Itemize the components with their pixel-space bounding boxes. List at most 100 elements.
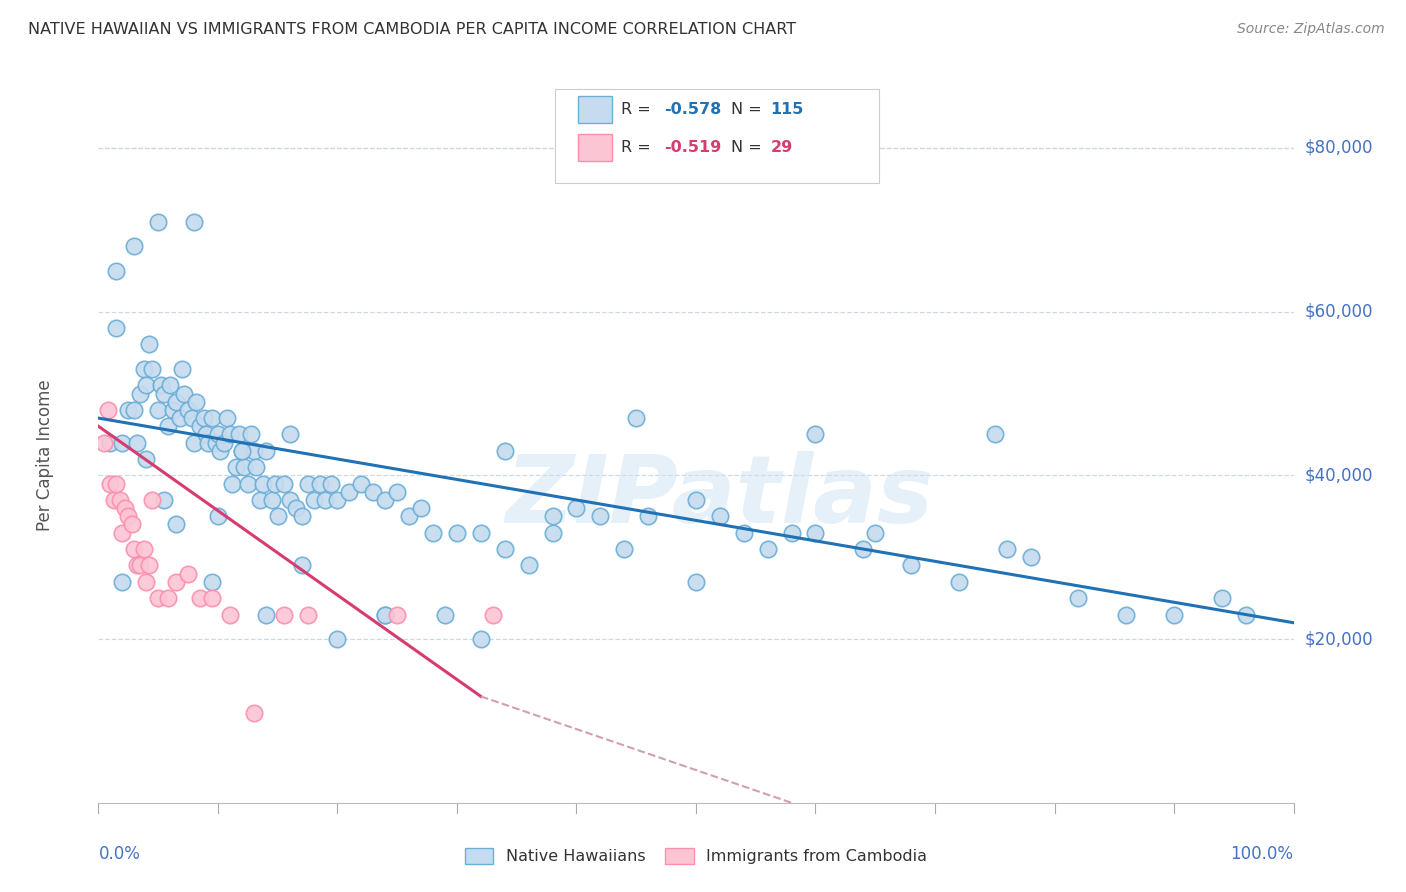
Point	[780, 525, 803, 540]
Point	[204, 435, 226, 450]
Point	[180, 411, 202, 425]
Point	[236, 476, 259, 491]
Point	[637, 509, 659, 524]
Point	[188, 591, 211, 606]
Point	[169, 411, 191, 425]
Point	[188, 419, 211, 434]
Point	[1067, 591, 1090, 606]
Point	[153, 492, 176, 507]
Point	[111, 574, 134, 589]
Point	[207, 427, 229, 442]
Text: $20,000: $20,000	[1305, 630, 1374, 648]
Point	[124, 542, 146, 557]
Point	[105, 321, 128, 335]
Point	[517, 558, 540, 573]
Point	[153, 386, 176, 401]
Text: R =: R =	[621, 140, 657, 154]
Point	[124, 239, 146, 253]
Point	[326, 492, 349, 507]
Point	[284, 501, 307, 516]
Point	[863, 525, 886, 540]
Point	[233, 460, 256, 475]
Point	[114, 501, 136, 516]
Point	[209, 443, 232, 458]
Point	[129, 558, 152, 573]
Point	[121, 517, 143, 532]
Point	[565, 501, 588, 516]
Point	[363, 484, 385, 499]
Point	[97, 403, 120, 417]
Legend: Native Hawaiians, Immigrants from Cambodia: Native Hawaiians, Immigrants from Cambod…	[464, 847, 928, 864]
Point	[374, 607, 396, 622]
Point	[995, 542, 1018, 557]
Point	[267, 509, 290, 524]
Point	[207, 509, 229, 524]
Point	[321, 476, 343, 491]
Point	[225, 460, 247, 475]
Point	[433, 607, 456, 622]
Point	[159, 378, 181, 392]
Point	[243, 706, 266, 720]
Point	[613, 542, 636, 557]
Point	[243, 443, 266, 458]
Point	[273, 607, 295, 622]
Point	[948, 574, 970, 589]
Point	[173, 386, 195, 401]
Text: Per Capita Income: Per Capita Income	[35, 379, 53, 531]
Point	[148, 591, 170, 606]
Point	[135, 452, 157, 467]
Point	[254, 607, 277, 622]
Point	[183, 214, 205, 228]
Point	[201, 591, 224, 606]
Point	[117, 509, 139, 524]
Point	[197, 435, 219, 450]
Point	[149, 378, 172, 392]
Point	[165, 517, 187, 532]
Point	[135, 378, 157, 392]
Text: 0.0%: 0.0%	[98, 845, 141, 863]
Point	[138, 558, 160, 573]
Point	[103, 492, 125, 507]
Point	[108, 492, 131, 507]
Point	[422, 525, 444, 540]
Point	[983, 427, 1005, 442]
Point	[125, 558, 148, 573]
Text: 29: 29	[770, 140, 793, 154]
Point	[98, 476, 122, 491]
Point	[141, 492, 163, 507]
Point	[685, 492, 707, 507]
Point	[709, 509, 731, 524]
Point	[278, 427, 301, 442]
Point	[308, 476, 330, 491]
Point	[177, 403, 200, 417]
Point	[219, 607, 242, 622]
Point	[297, 476, 319, 491]
Point	[194, 427, 217, 442]
Point	[93, 435, 115, 450]
Point	[624, 411, 647, 425]
Point	[165, 574, 187, 589]
Point	[228, 427, 250, 442]
Point	[398, 509, 420, 524]
Point	[733, 525, 755, 540]
Point	[212, 435, 235, 450]
Text: -0.519: -0.519	[664, 140, 721, 154]
Point	[177, 566, 200, 581]
Point	[273, 476, 295, 491]
Point	[1211, 591, 1233, 606]
Point	[125, 435, 148, 450]
Text: $40,000: $40,000	[1305, 467, 1374, 484]
Point	[156, 591, 179, 606]
Point	[201, 411, 224, 425]
Text: N =: N =	[731, 103, 768, 117]
Text: N =: N =	[731, 140, 768, 154]
Point	[541, 509, 564, 524]
Point	[219, 427, 242, 442]
Point	[138, 337, 160, 351]
Point	[1019, 550, 1042, 565]
Point	[260, 492, 283, 507]
Point	[1163, 607, 1185, 622]
Point	[186, 394, 208, 409]
Text: NATIVE HAWAIIAN VS IMMIGRANTS FROM CAMBODIA PER CAPITA INCOME CORRELATION CHART: NATIVE HAWAIIAN VS IMMIGRANTS FROM CAMBO…	[28, 22, 796, 37]
Text: 115: 115	[770, 103, 804, 117]
